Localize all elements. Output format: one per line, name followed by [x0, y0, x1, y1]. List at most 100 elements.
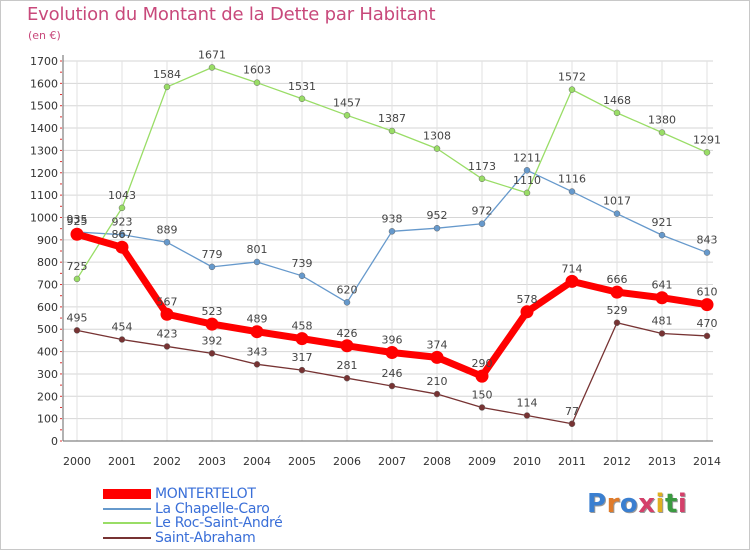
data-point: [565, 274, 579, 288]
data-point: [613, 210, 621, 217]
data-point: [253, 258, 261, 266]
legend-swatch: [103, 522, 151, 525]
data-label: 1110: [513, 174, 541, 187]
data-label: 1291: [693, 133, 721, 146]
data-label: 210: [427, 375, 448, 388]
data-label: 396: [382, 333, 403, 346]
data-point: [343, 374, 351, 382]
data-point: [205, 317, 219, 331]
y-tick-label: 1500: [30, 100, 58, 113]
data-point: [208, 64, 216, 71]
data-label: 470: [697, 317, 718, 330]
data-label: 77: [565, 405, 579, 418]
data-label: 1387: [378, 112, 406, 125]
data-point: [523, 412, 531, 419]
legend-item: Saint-Abraham: [103, 531, 283, 546]
x-tick-label: 2011: [558, 455, 586, 468]
data-point: [298, 366, 306, 374]
data-point: [73, 275, 81, 283]
data-label: 921: [652, 216, 673, 229]
data-point: [115, 240, 129, 254]
data-point: [700, 298, 714, 312]
data-point: [208, 350, 216, 357]
data-label: 952: [427, 209, 448, 222]
chart-subtitle: (en €): [28, 29, 61, 42]
data-label: 1308: [423, 130, 451, 143]
legend-swatch: [103, 507, 151, 510]
data-point: [523, 189, 531, 197]
data-label: 374: [427, 338, 448, 351]
y-tick-label: 400: [37, 346, 58, 359]
y-tick-label: 1600: [30, 77, 58, 90]
data-point: [163, 343, 171, 350]
data-label: 423: [157, 327, 178, 340]
y-tick-label: 800: [37, 256, 58, 269]
data-point: [160, 307, 174, 321]
data-point: [433, 390, 441, 398]
data-point: [163, 239, 171, 246]
legend-label: La Chapelle-Caro: [155, 500, 270, 517]
x-tick-label: 2001: [108, 455, 136, 468]
data-point: [118, 231, 126, 238]
x-tick-label: 2009: [468, 455, 496, 468]
data-point: [703, 149, 711, 156]
data-label: 1457: [333, 96, 361, 109]
data-point: [568, 86, 576, 93]
legend-swatch: [103, 536, 151, 539]
data-point: [253, 79, 261, 86]
x-tick-label: 2004: [243, 455, 271, 468]
data-point: [163, 83, 171, 91]
data-point: [478, 220, 486, 227]
data-label: 843: [697, 234, 718, 247]
data-point: [703, 332, 711, 340]
data-point: [118, 336, 126, 343]
data-label: 925: [67, 215, 88, 228]
data-point: [655, 291, 669, 305]
y-tick-label: 700: [37, 279, 58, 292]
y-tick-label: 1200: [30, 167, 58, 180]
legend-label: MONTERTELOT: [155, 486, 256, 503]
y-tick-label: 0: [51, 435, 58, 448]
data-label: 714: [562, 262, 583, 275]
data-point: [613, 319, 621, 327]
data-point: [433, 145, 441, 152]
legend-swatch: [103, 489, 151, 500]
data-point: [523, 167, 531, 174]
data-label: 935: [67, 213, 88, 226]
data-point: [298, 272, 306, 280]
data-point: [610, 285, 624, 299]
data-label: 489: [247, 313, 268, 326]
data-point: [73, 327, 81, 334]
data-point: [658, 129, 666, 136]
data-label: 290: [472, 357, 493, 370]
data-label: 1572: [558, 71, 586, 84]
y-tick-label: 900: [37, 234, 58, 247]
y-tick-label: 600: [37, 301, 58, 314]
data-label: 523: [202, 305, 223, 318]
y-tick-label: 1400: [30, 122, 58, 135]
data-label: 529: [607, 304, 628, 317]
data-label: 426: [337, 327, 358, 340]
data-label: 1043: [108, 189, 136, 202]
data-label: 641: [652, 279, 673, 292]
data-label: 246: [382, 367, 403, 380]
data-label: 610: [697, 286, 718, 299]
x-tick-label: 2002: [153, 455, 181, 468]
data-label: 578: [517, 293, 538, 306]
data-label: 1116: [558, 173, 586, 186]
x-tick-label: 2000: [63, 455, 91, 468]
data-point: [118, 204, 126, 212]
data-point: [253, 361, 261, 368]
data-label: 567: [157, 295, 178, 308]
data-point: [520, 305, 534, 319]
x-tick-label: 2013: [648, 455, 676, 468]
data-label: 454: [112, 321, 133, 334]
data-point: [658, 231, 666, 239]
data-label: 150: [472, 388, 493, 401]
data-label: 725: [67, 260, 88, 273]
data-label: 1380: [648, 114, 676, 127]
y-tick-label: 100: [37, 413, 58, 426]
legend-label: Saint-Abraham: [155, 529, 256, 546]
data-label: 343: [247, 345, 268, 358]
